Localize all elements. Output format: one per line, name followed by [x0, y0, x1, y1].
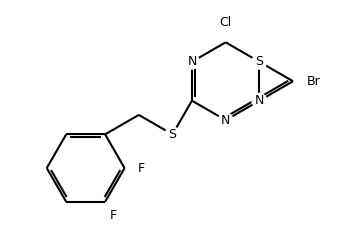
Text: S: S: [168, 128, 176, 141]
Text: S: S: [255, 55, 263, 68]
Circle shape: [252, 93, 267, 108]
Text: N: N: [187, 55, 197, 68]
Circle shape: [306, 74, 320, 89]
Circle shape: [165, 127, 180, 142]
Text: Br: Br: [306, 75, 320, 88]
Circle shape: [252, 55, 267, 69]
Circle shape: [134, 161, 148, 175]
Circle shape: [106, 209, 121, 223]
Text: F: F: [110, 209, 117, 222]
Circle shape: [219, 113, 233, 127]
Text: Cl: Cl: [220, 16, 232, 29]
Circle shape: [185, 55, 199, 69]
Circle shape: [219, 15, 233, 29]
Text: N: N: [255, 94, 264, 107]
Text: F: F: [137, 162, 144, 174]
Text: N: N: [221, 114, 230, 127]
